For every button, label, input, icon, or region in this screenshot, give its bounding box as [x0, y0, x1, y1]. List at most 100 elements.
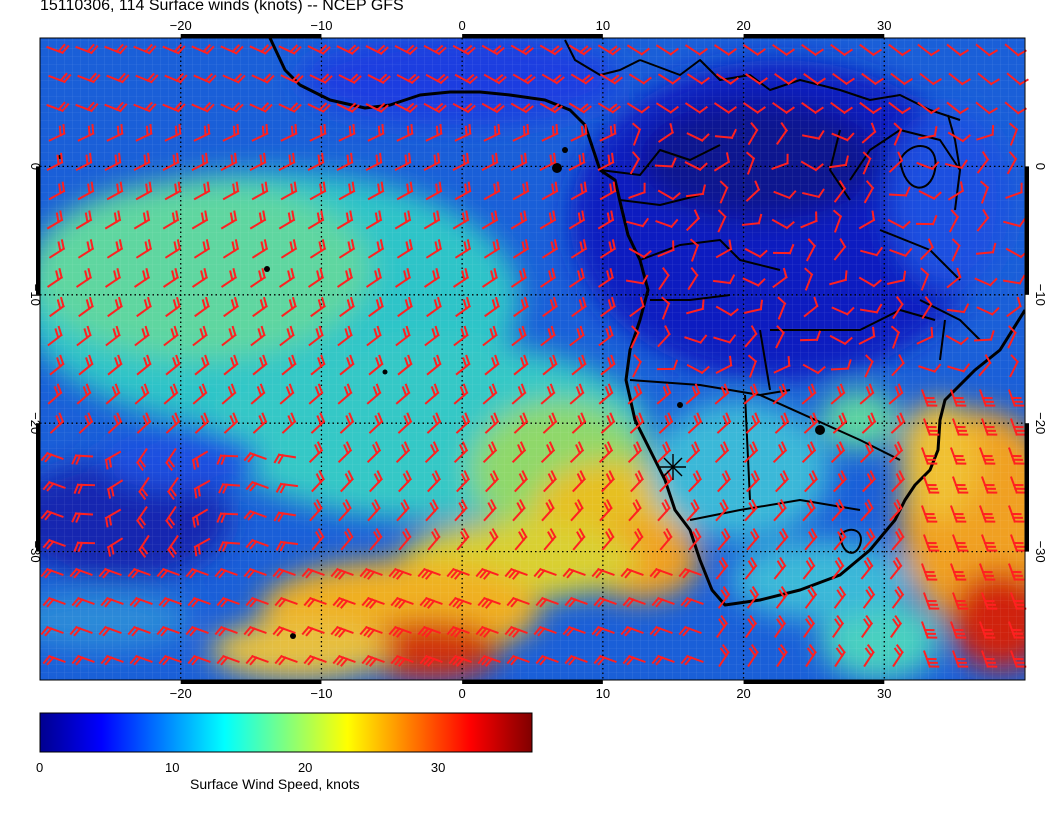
wind-barb — [78, 412, 94, 434]
wind-barb — [129, 654, 153, 666]
wind-barb — [75, 43, 99, 55]
wind-barb — [417, 567, 441, 580]
wind-barb — [106, 479, 124, 499]
wind-barb — [861, 615, 873, 638]
wind-barb — [251, 73, 275, 84]
wind-barb — [629, 151, 641, 175]
wind-barb — [745, 151, 756, 175]
wind-barb — [687, 267, 699, 291]
wind-barb — [772, 267, 788, 289]
wind-barb — [243, 625, 267, 637]
wind-barb — [136, 447, 148, 471]
wind-barb — [448, 596, 472, 609]
wind-barb — [222, 73, 246, 84]
wind-barb — [773, 499, 787, 522]
wind-barb — [426, 412, 442, 434]
wind-barb — [452, 44, 476, 56]
wind-barb — [220, 210, 238, 230]
wind-barb — [49, 354, 65, 376]
wind-barb — [543, 528, 557, 551]
wind-barb — [833, 238, 847, 261]
wind-barb — [917, 43, 940, 57]
wind-barb — [620, 625, 644, 637]
wind-barb — [104, 152, 122, 171]
colorbar-tick-label: 30 — [430, 760, 446, 775]
wind-barb — [279, 325, 295, 347]
wind-barb — [281, 354, 297, 376]
wind-barb — [454, 239, 472, 259]
wind-barb — [365, 44, 389, 56]
wind-barb — [630, 470, 644, 493]
wind-barb — [216, 512, 239, 524]
wind-barb — [483, 73, 507, 85]
wind-barb — [1006, 151, 1018, 175]
wind-barb — [864, 354, 874, 378]
wind-barb — [976, 151, 990, 174]
wind-barb — [510, 210, 528, 230]
wind-barb — [599, 73, 623, 85]
wind-barb — [512, 239, 530, 259]
wind-barb — [915, 214, 938, 226]
wind-barb — [861, 412, 877, 434]
wind-barb — [338, 181, 356, 201]
wind-barb — [158, 596, 182, 608]
wind-barb — [562, 567, 586, 579]
wind-barb — [454, 73, 478, 85]
wind-barb — [453, 441, 469, 464]
wind-barb — [862, 470, 876, 493]
wind-barb — [685, 441, 701, 464]
wind-barb — [627, 383, 643, 405]
colorbar-tick-label: 0 — [36, 760, 44, 775]
wind-barb — [888, 186, 911, 197]
wind-barb — [651, 596, 675, 608]
wind-barb — [512, 73, 536, 85]
wind-barb — [336, 152, 354, 171]
wind-barb — [367, 499, 381, 522]
wind-barb — [395, 441, 411, 464]
wind-barb — [106, 72, 130, 84]
wind-barb — [46, 43, 70, 55]
wind-barb — [568, 152, 586, 171]
wind-barb — [40, 451, 64, 463]
wind-barb — [976, 306, 1000, 316]
wind-barb — [163, 325, 179, 347]
wind-barb — [949, 621, 967, 639]
wind-barb — [543, 470, 557, 493]
wind-barb — [193, 181, 211, 201]
wind-barb — [187, 596, 211, 608]
wind-barb — [949, 389, 967, 407]
wind-barb — [78, 354, 94, 376]
wind-barb — [76, 383, 92, 405]
wind-barb — [49, 296, 65, 318]
wind-barb — [336, 102, 360, 113]
wind-barb — [223, 296, 239, 318]
wind-barb — [42, 654, 66, 666]
wind-barb — [686, 132, 710, 142]
wind-barb — [540, 325, 556, 347]
wind-barb — [107, 354, 123, 376]
wind-barb — [395, 383, 411, 405]
wind-barb — [686, 73, 710, 85]
wind-barb — [922, 650, 940, 668]
wind-barb — [539, 44, 563, 56]
wind-barb — [597, 210, 615, 230]
wind-barb — [951, 650, 969, 668]
wind-barb — [245, 596, 269, 608]
wind-barb — [419, 654, 443, 667]
wind-barb — [220, 152, 238, 171]
wind-barb — [454, 123, 472, 142]
wind-barb — [390, 596, 414, 609]
wind-barb — [243, 509, 267, 521]
wind-barb — [715, 73, 739, 85]
wind-barb — [191, 508, 209, 528]
wind-barb — [513, 296, 529, 318]
wind-barb — [834, 644, 846, 668]
lon-tick-bottom: −20 — [170, 686, 192, 701]
wind-barb — [980, 592, 998, 610]
wind-barb — [949, 563, 967, 581]
wind-barb — [367, 73, 391, 85]
lat-tick-left: 0 — [28, 163, 43, 170]
wind-barb — [747, 122, 759, 146]
wind-barb — [922, 534, 940, 552]
wind-barb — [220, 102, 244, 113]
